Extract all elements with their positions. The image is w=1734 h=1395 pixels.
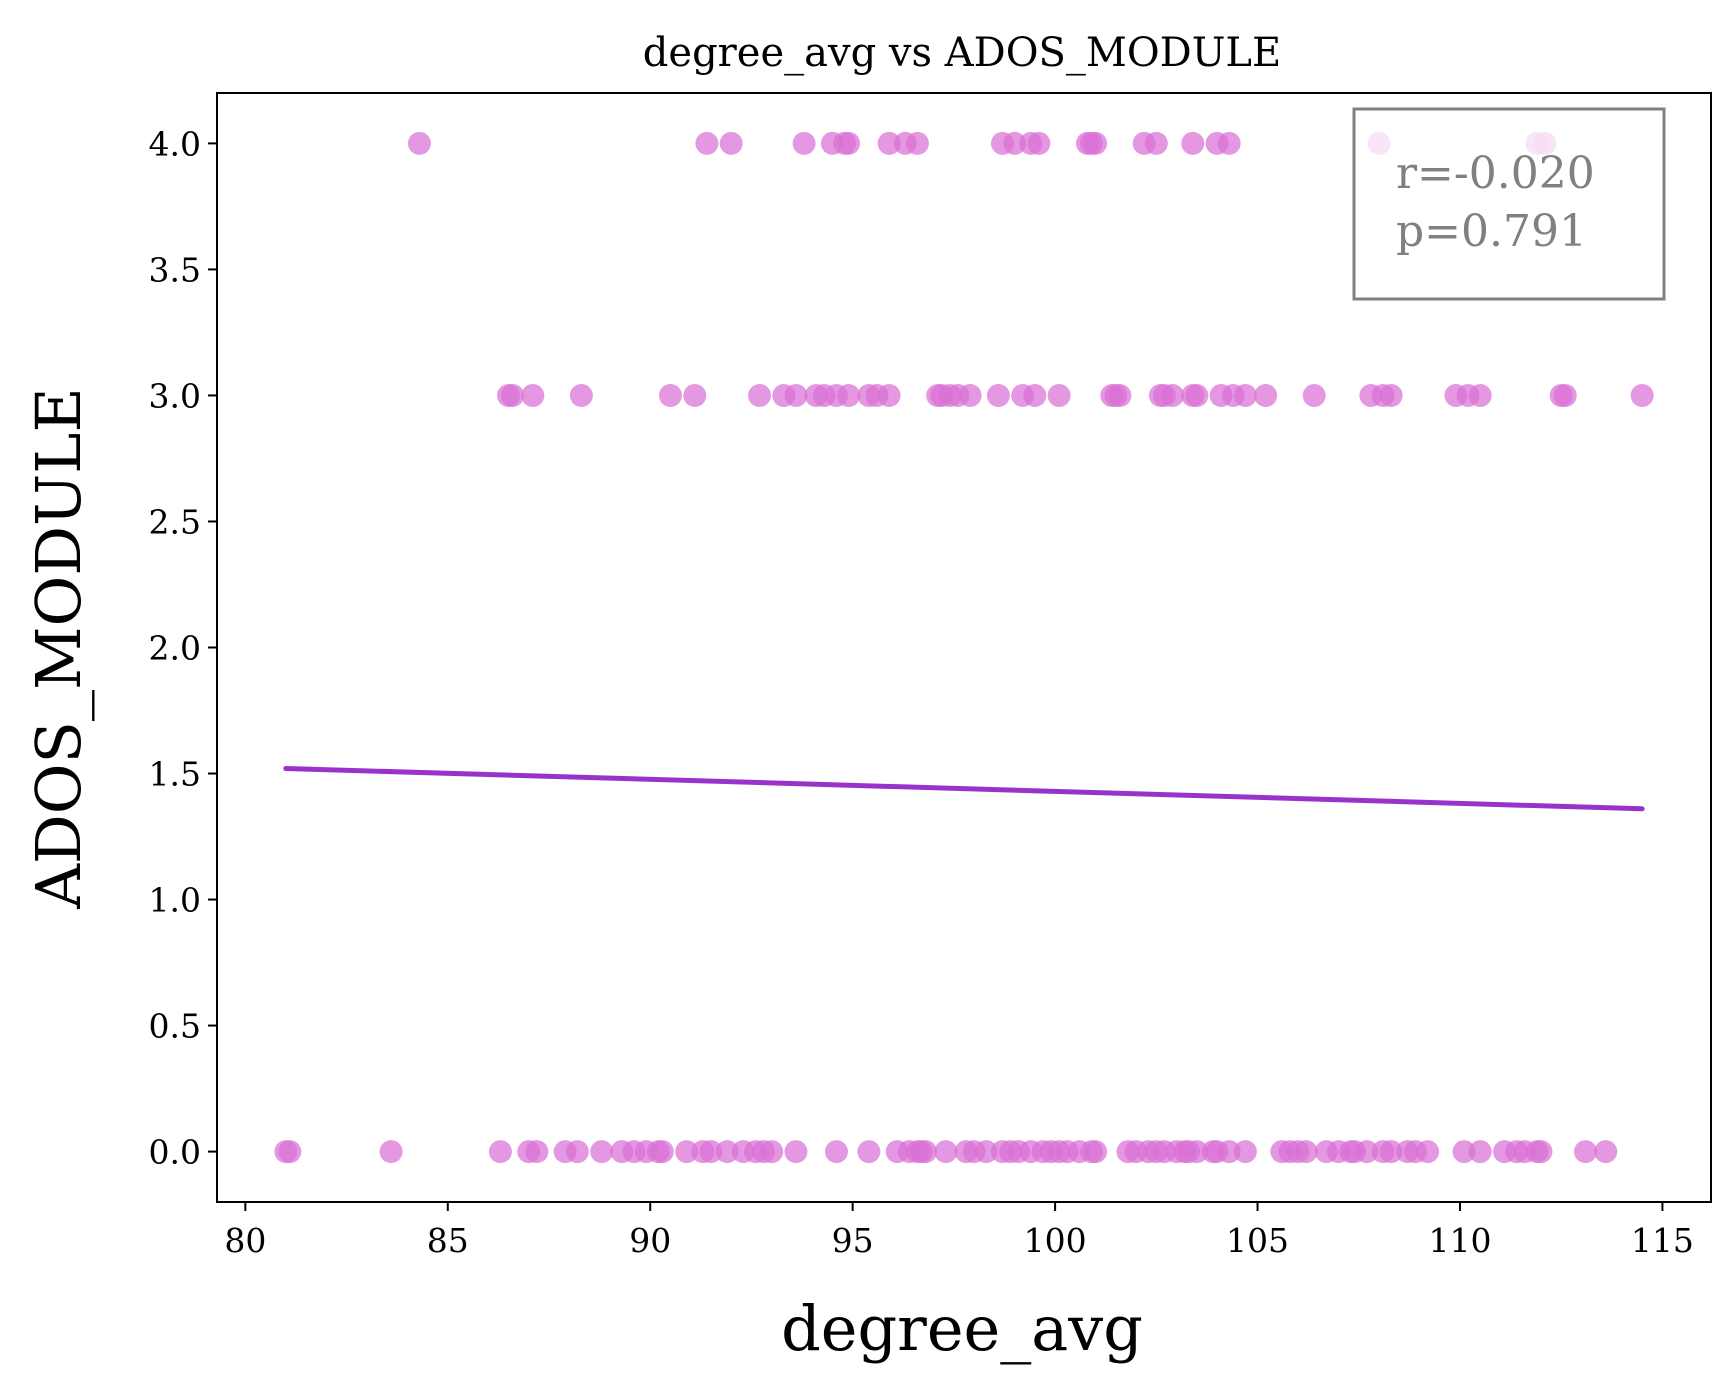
scatter-point: [837, 131, 861, 155]
x-tick-label: 80: [224, 1221, 266, 1260]
x-tick-label: 90: [629, 1221, 671, 1260]
stats-box-frame: [1352, 107, 1666, 301]
scatter-point: [1302, 383, 1326, 407]
scatter-point: [1529, 1140, 1553, 1164]
y-tick-label: 3.0: [149, 376, 201, 415]
scatter-point: [1294, 1140, 1318, 1164]
scatter-point: [1233, 383, 1257, 407]
scatter-point: [1355, 1140, 1379, 1164]
x-tick-label: 110: [1428, 1221, 1491, 1260]
scatter-point: [695, 131, 719, 155]
scatter-point: [824, 1140, 848, 1164]
scatter-point: [877, 131, 901, 155]
x-tick-label: 95: [832, 1221, 874, 1260]
y-tick-label: 0.0: [149, 1133, 201, 1172]
scatter-point: [379, 1140, 403, 1164]
scatter-point: [1254, 383, 1278, 407]
scatter-point: [1185, 383, 1209, 407]
scatter-point: [1217, 1140, 1241, 1164]
scatter-point: [1416, 1140, 1440, 1164]
scatter-point: [784, 1140, 808, 1164]
y-axis-label: ADOS_MODULE: [22, 387, 95, 910]
scatter-point: [1379, 383, 1403, 407]
scatter-point: [1553, 383, 1577, 407]
y-tick-label: 1.5: [149, 755, 201, 794]
scatter-point: [719, 131, 743, 155]
x-axis-ticks: 80 85 90 95 100 105 110 115: [224, 1202, 1694, 1260]
scatter-point: [877, 383, 901, 407]
scatter-point: [1233, 1140, 1257, 1164]
scatter-point: [1573, 1140, 1597, 1164]
scatter-point: [699, 1140, 723, 1164]
scatter-point: [857, 1140, 881, 1164]
scatter-point: [784, 383, 808, 407]
regression-line: [283, 765, 1645, 812]
chart-title: degree_avg vs ADOS_MODULE: [643, 30, 1281, 76]
scatter-point: [1379, 1140, 1403, 1164]
scatter-point: [590, 1140, 614, 1164]
scatter-point: [1084, 1140, 1108, 1164]
stats-legend-box: r=-0.020 p=0.791: [1352, 107, 1666, 301]
scatter-point: [1023, 383, 1047, 407]
scatter-point: [934, 1140, 958, 1164]
scatter-point: [658, 383, 682, 407]
scatter-point: [837, 383, 861, 407]
scatter-point: [1630, 383, 1654, 407]
scatter-point: [650, 1140, 674, 1164]
scatter-point: [1181, 131, 1205, 155]
regression-line-group: [283, 765, 1645, 812]
scatter-point: [683, 383, 707, 407]
scatter-point: [1027, 131, 1051, 155]
y-tick-label: 2.0: [149, 629, 201, 668]
y-tick-label: 0.5: [149, 1007, 201, 1046]
scatter-point: [1047, 383, 1071, 407]
scatter-point: [1084, 131, 1108, 155]
scatter-point: [1452, 1140, 1476, 1164]
scatter-point: [1185, 1140, 1209, 1164]
x-axis-label: degree_avg: [781, 1292, 1143, 1365]
y-tick-label: 3.5: [149, 250, 201, 289]
scatter-point: [715, 1140, 739, 1164]
scatter-point: [525, 1140, 549, 1164]
y-tick-label: 1.0: [149, 881, 201, 920]
correlation-r-text: r=-0.020: [1396, 148, 1595, 199]
correlation-p-text: p=0.791: [1396, 206, 1587, 257]
scatter-point: [1161, 383, 1185, 407]
scatter-point: [278, 1140, 302, 1164]
x-tick-label: 85: [427, 1221, 469, 1260]
scatter-point: [986, 383, 1010, 407]
scatter-point: [407, 131, 431, 155]
scatter-point: [958, 383, 982, 407]
scatter-point: [1108, 383, 1132, 407]
scatter-point: [748, 383, 772, 407]
x-tick-label: 115: [1631, 1221, 1694, 1260]
scatter-point: [914, 1140, 938, 1164]
scatter-point: [569, 383, 593, 407]
scatter-point: [1594, 1140, 1618, 1164]
scatter-point: [488, 1140, 512, 1164]
scatter-point: [1003, 131, 1027, 155]
scatter-point: [501, 383, 525, 407]
x-tick-label: 105: [1226, 1221, 1289, 1260]
scatter-point: [565, 1140, 589, 1164]
scatter-point: [1468, 1140, 1492, 1164]
scatter-point: [905, 131, 929, 155]
scatter-point: [675, 1140, 699, 1164]
scatter-point: [1144, 131, 1168, 155]
y-tick-label: 4.0: [149, 124, 201, 163]
scatter-point: [1468, 383, 1492, 407]
scatter-point: [521, 383, 545, 407]
scatter-point: [760, 1140, 784, 1164]
y-axis-ticks: 0.0 0.5 1.0 1.5 2.0 2.5 3.0 3.5 4.0: [149, 124, 217, 1172]
y-tick-label: 2.5: [149, 502, 201, 541]
scatter-point: [1217, 131, 1241, 155]
scatter-point: [974, 1140, 998, 1164]
x-tick-label: 100: [1024, 1221, 1087, 1260]
scatter-point: [792, 131, 816, 155]
